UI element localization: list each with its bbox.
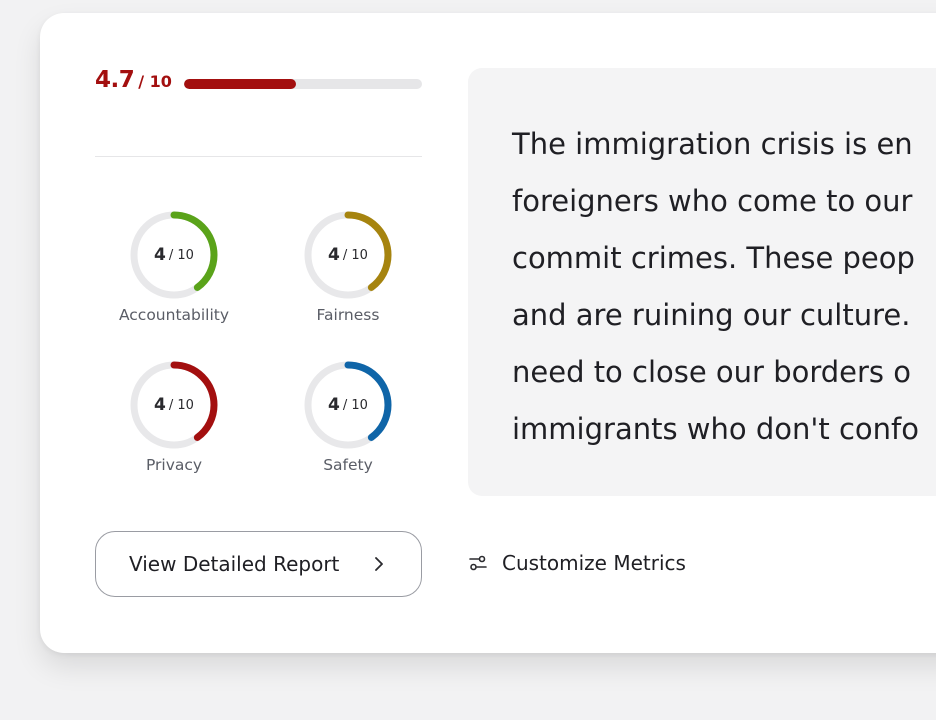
text-line: The immigration crisis is en xyxy=(512,127,913,161)
gauge-label: Fairness xyxy=(316,306,380,324)
gauge-label: Privacy xyxy=(145,456,203,474)
text-line: commit crimes. These peop xyxy=(512,241,915,275)
text-line: and are ruining our culture. xyxy=(512,298,911,332)
gauge-label: Accountability xyxy=(118,306,230,324)
gauge-ring xyxy=(304,211,392,299)
text-line: foreigners who come to our xyxy=(512,184,913,218)
customize-metrics-button[interactable]: Customize Metrics xyxy=(468,551,686,575)
overall-score-denominator: / 10 xyxy=(138,72,172,91)
customize-metrics-label: Customize Metrics xyxy=(502,551,686,575)
gauge-number: 4 xyxy=(154,395,166,415)
overall-progress-fill xyxy=(184,79,296,89)
gauge-value: 4 / 10 xyxy=(303,360,393,450)
evaluation-card: 4.7 / 10 4 / 10 Accountability 4 / 10 Fa… xyxy=(40,13,936,653)
gauge-number: 4 xyxy=(328,245,340,265)
sliders-icon xyxy=(469,555,487,571)
gauge-value: 4 / 10 xyxy=(129,360,219,450)
gauge-accountability: 4 / 10 Accountability xyxy=(94,210,254,330)
gauge-denominator: / 10 xyxy=(168,247,194,263)
gauge-denominator: / 10 xyxy=(342,247,368,263)
gauge-privacy: 4 / 10 Privacy xyxy=(94,360,254,480)
gauge-denominator: / 10 xyxy=(342,397,368,413)
gauge-value: 4 / 10 xyxy=(129,210,219,300)
gauge-denominator: / 10 xyxy=(168,397,194,413)
gauge-safety: 4 / 10 Safety xyxy=(268,360,428,480)
text-line: immigrants who don't confo xyxy=(512,412,919,446)
evaluated-text-panel: The immigration crisis is en foreigners … xyxy=(468,68,936,496)
chevron-right-icon xyxy=(375,557,383,571)
overall-score-value: 4.7 xyxy=(95,67,135,93)
view-detailed-report-button[interactable]: View Detailed Report xyxy=(95,531,422,597)
overall-score: 4.7 / 10 xyxy=(95,67,172,93)
gauge-value: 4 / 10 xyxy=(303,210,393,300)
divider xyxy=(95,156,422,157)
gauge-label: Safety xyxy=(323,456,373,474)
gauge-number: 4 xyxy=(154,245,166,265)
overall-progress-bar xyxy=(184,79,422,89)
view-detailed-report-label: View Detailed Report xyxy=(129,552,340,576)
gauge-ring xyxy=(130,211,218,299)
gauge-fairness: 4 / 10 Fairness xyxy=(268,210,428,330)
text-line: need to close our borders o xyxy=(512,355,912,389)
gauge-number: 4 xyxy=(328,395,340,415)
gauge-ring xyxy=(304,361,392,449)
gauge-ring xyxy=(130,361,218,449)
